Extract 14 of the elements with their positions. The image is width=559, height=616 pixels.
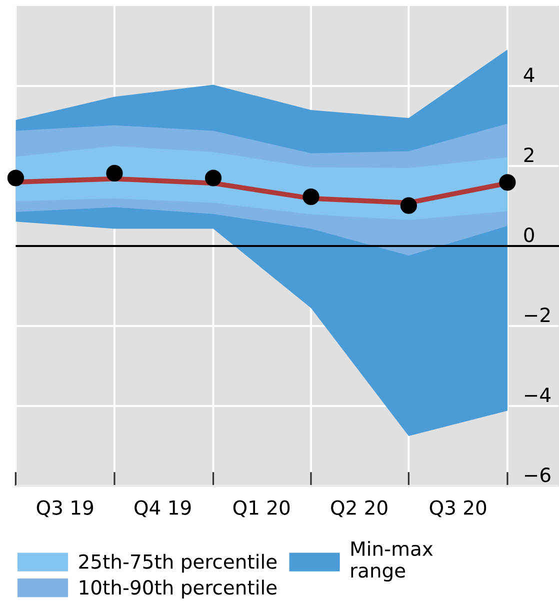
x-tick-label: Q3 19 <box>36 500 94 518</box>
y-tick-label: −4 <box>524 388 550 402</box>
legend-label: 10th-90th percentile <box>80 580 277 598</box>
legend-label: 25th-75th percentile <box>79 554 277 573</box>
y-tick-label: 0 <box>524 228 534 242</box>
y-tick-label: 2 <box>524 148 534 162</box>
x-tick-label: Q1 20 <box>233 500 290 518</box>
y-tick-label: 4 <box>524 68 534 82</box>
y-tick-label: −2 <box>524 308 550 322</box>
legend-label: Min-max range <box>351 540 433 582</box>
x-tick-label: Q3 20 <box>430 500 486 518</box>
y-tick-label: −6 <box>524 468 550 482</box>
x-tick-label: Q2 20 <box>331 500 388 518</box>
x-tick-label: Q4 19 <box>134 500 191 518</box>
